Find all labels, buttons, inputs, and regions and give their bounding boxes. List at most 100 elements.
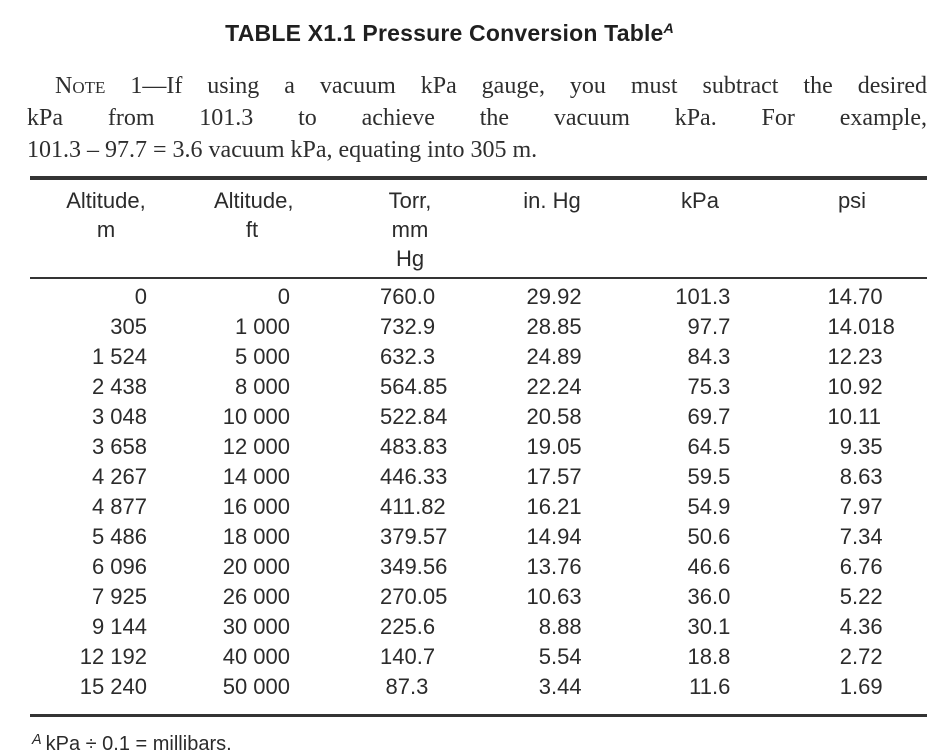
table-row: 9 144 30 000 225.6 8.88 30.1 4.36 [30,612,927,642]
table-cell: 11.6 [689,674,731,699]
table-cell: 14.70 [827,284,883,309]
table-cell: 446.33 [380,464,448,489]
table-cell: 12 192 [79,644,147,669]
table-cell: 0 [134,284,147,309]
table-cell: 14 000 [222,464,290,489]
table-cell: 3 048 [91,404,147,429]
table-row: 6 096 20 000 349.56 13.76 46.6 6.76 [30,552,927,582]
table-cell: 20 000 [222,554,290,579]
title-superscript: A [663,21,674,37]
table-cell: 14.94 [526,524,582,549]
table-cell: 1.69 [839,674,883,699]
table-cell: 10.11 [827,404,881,429]
table-cell: 8.63 [839,464,883,489]
table-cell: 379.57 [380,524,448,549]
table-cell: 17.57 [526,464,582,489]
table-cell: 3.44 [538,674,582,699]
table-cell: 13.76 [526,554,582,579]
note-paragraph: Note 1—If using a vacuum kPa gauge, you … [27,70,927,166]
table-cell: 3 658 [91,434,147,459]
table-cell: 59.5 [687,464,731,489]
note-line-2: kPa from 101.3 to achieve the vacuum kPa… [27,105,927,131]
table-cell: 5.22 [839,584,883,609]
table-title-text: TABLE X1.1 Pressure Conversion Table [225,20,664,46]
table-body: 0 0 760.0 29.92 101.3 14.70 305 1 000 732.9 28.85… [30,279,927,714]
table-cell: 75.3 [687,374,731,399]
table-cell: 46.6 [687,554,731,579]
table-header-row: Altitude, m Altitude, ft Torr, mm Hg in.… [30,180,927,279]
table-cell: 50 000 [222,674,290,699]
table-cell: 564.85 [380,374,448,399]
table-cell: 14.018 [827,314,895,339]
table-cell: 18 000 [222,524,290,549]
table-cell: 7 925 [91,584,147,609]
table-cell: 30.1 [687,614,731,639]
table-row: 1 524 5 000 632.3 24.89 84.3 12.23 [30,342,927,372]
table-cell: 18.8 [687,644,731,669]
table-cell: 411.82 [380,494,446,519]
table-cell: 10 000 [222,404,290,429]
footnote-superscript: A [32,732,42,748]
column-header-kpa: kPa [590,186,735,273]
table-cell: 24.89 [526,344,582,369]
table-cell: 9 144 [91,614,147,639]
table-cell: 632.3 [380,344,436,369]
table-cell: 29.92 [526,284,582,309]
table-cell: 97.7 [687,314,731,339]
table-cell: 8 000 [234,374,290,399]
table-cell: 5 486 [91,524,147,549]
table-row: 4 877 16 000 411.82 16.21 54.9 7.97 [30,492,927,522]
pressure-conversion-table: Altitude, m Altitude, ft Torr, mm Hg in.… [30,176,927,717]
table-cell: 101.3 [675,284,731,309]
table-cell: 10.63 [526,584,582,609]
table-cell: 7.97 [839,494,883,519]
table-cell: 22.24 [526,374,582,399]
table-row: 3 658 12 000 483.83 19.05 64.5 9.35 [30,432,927,462]
table-cell: 12 000 [222,434,290,459]
table-title: TABLE X1.1 Pressure Conversion TableA [27,14,927,48]
table-cell: 4 267 [91,464,147,489]
column-header-in-hg: in. Hg [460,186,590,273]
header-line: ft [245,217,259,242]
table-cell: 19.05 [526,434,582,459]
table-cell: 2.72 [839,644,883,669]
note-label: Note [55,73,106,99]
table-cell: 26 000 [222,584,290,609]
header-line: Torr, [388,188,432,213]
table-cell: 5.54 [538,644,582,669]
table-cell: 54.9 [687,494,731,519]
table-cell: 760.0 [380,284,436,309]
table-cell: 1 524 [91,344,147,369]
table-cell: 483.83 [380,434,448,459]
footnote-text: kPa ÷ 0.1 = millibars. [45,733,232,750]
table-cell: 12.23 [827,344,883,369]
table-cell: 9.35 [839,434,883,459]
table-row: 0 0 760.0 29.92 101.3 14.70 [30,282,927,312]
table-cell: 16 000 [222,494,290,519]
column-header-altitude-m: Altitude, m [30,186,160,273]
table-cell: 8.88 [538,614,582,639]
table-cell: 5 000 [234,344,290,369]
table-cell: 64.5 [687,434,731,459]
table-cell: 522.84 [380,404,448,429]
header-line: in. Hg [523,188,581,213]
table-cell: 16.21 [526,494,582,519]
table-cell: 36.0 [687,584,731,609]
table-cell: 4 877 [91,494,147,519]
header-line: psi [837,188,867,213]
table-cell: 40 000 [222,644,290,669]
table-cell: 4.36 [839,614,883,639]
table-row: 305 1 000 732.9 28.85 97.7 14.018 [30,312,927,342]
table-cell: 270.05 [380,584,448,609]
header-line: mm Hg [391,217,429,271]
note-line-1-text: 1—If using a vacuum kPa gauge, you must … [105,73,927,99]
table-cell: 140.7 [380,644,436,669]
table-cell: 87.3 [385,674,429,699]
table-cell: 732.9 [380,314,436,339]
header-line: Altitude, [66,188,146,213]
table-cell: 7.34 [839,524,883,549]
column-header-torr: Torr, mm Hg [310,186,460,273]
table-row: 7 925 26 000 270.05 10.63 36.0 5.22 [30,582,927,612]
